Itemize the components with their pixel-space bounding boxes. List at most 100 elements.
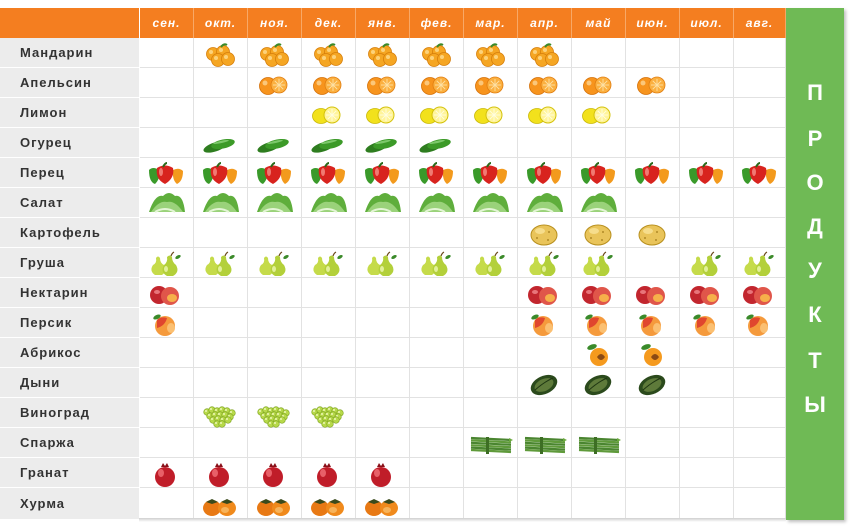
season-cell (356, 38, 410, 68)
season-cell (464, 308, 518, 338)
season-cell (626, 68, 680, 98)
season-cell (302, 218, 356, 248)
season-cell (464, 428, 518, 458)
season-cell (518, 68, 572, 98)
pepper-icon (310, 161, 345, 184)
season-cell (572, 368, 626, 398)
melon-icon (638, 374, 665, 395)
month-header: апр. (518, 8, 572, 38)
season-cell (356, 398, 410, 428)
season-cell (626, 338, 680, 368)
season-cell (194, 218, 248, 248)
orange-icon (366, 76, 395, 95)
season-cell (410, 98, 464, 128)
lettuce-icon (418, 192, 455, 213)
season-cell (356, 428, 410, 458)
season-cell (626, 188, 680, 218)
lettuce-icon (310, 192, 347, 213)
season-cell (248, 218, 302, 248)
season-cell (302, 248, 356, 278)
pear-icon (474, 250, 505, 276)
lettuce-icon (148, 192, 185, 213)
season-cell (356, 278, 410, 308)
cucumber-icon (419, 138, 451, 153)
month-header: мар. (464, 8, 518, 38)
season-cell (518, 158, 572, 188)
season-cell (518, 98, 572, 128)
month-header: фев. (410, 8, 464, 38)
season-cell (248, 338, 302, 368)
lemon-icon (473, 106, 502, 124)
pepper-icon (256, 161, 291, 184)
season-cell (302, 278, 356, 308)
season-cell (464, 38, 518, 68)
mandarin-icon (529, 42, 559, 67)
pomegranate-icon (262, 462, 283, 487)
orange-icon (528, 76, 557, 95)
mandarin-icon (475, 42, 505, 67)
pear-icon (582, 250, 613, 276)
season-cell (626, 98, 680, 128)
mandarin-icon (205, 42, 235, 67)
season-cell (464, 338, 518, 368)
apricot-icon (586, 343, 608, 366)
season-cell (194, 68, 248, 98)
season-cell (626, 308, 680, 338)
season-cell (302, 68, 356, 98)
pomegranate-icon (316, 462, 337, 487)
season-cell (410, 308, 464, 338)
peach-icon (584, 314, 607, 336)
orange-icon (258, 76, 287, 95)
pear-icon (420, 250, 451, 276)
pear-icon (743, 250, 774, 276)
season-cell (626, 368, 680, 398)
season-cell (410, 68, 464, 98)
pomegranate-icon (370, 462, 391, 487)
season-cell (140, 128, 194, 158)
season-cell (140, 308, 194, 338)
lettuce-icon (580, 192, 617, 213)
row-label: Картофель (0, 218, 139, 248)
season-cell (626, 278, 680, 308)
season-cell (410, 338, 464, 368)
season-cell (680, 38, 734, 68)
orange-icon (474, 76, 503, 95)
season-cell (248, 98, 302, 128)
side-title-letter: К (808, 302, 822, 327)
pear-icon (150, 250, 181, 276)
season-cell (356, 458, 410, 488)
pear-icon (312, 250, 343, 276)
season-cell (410, 428, 464, 458)
pepper-icon (418, 161, 453, 184)
season-cell (518, 458, 572, 488)
season-cell (356, 248, 410, 278)
lemon-icon (527, 106, 556, 124)
season-cell (356, 98, 410, 128)
season-cell (302, 128, 356, 158)
pear-icon (258, 250, 289, 276)
season-cell (248, 188, 302, 218)
season-cell (248, 278, 302, 308)
season-cell (680, 428, 734, 458)
mandarin-icon (313, 42, 343, 67)
row-label: Виноград (0, 398, 139, 428)
orange-icon (582, 76, 611, 95)
season-cell (572, 338, 626, 368)
orange-icon (312, 76, 341, 95)
pomegranate-icon (208, 462, 229, 487)
potato-icon (638, 224, 665, 245)
season-cell (518, 248, 572, 278)
season-cell (734, 278, 786, 308)
persimmon-icon (202, 498, 236, 516)
season-cell (356, 308, 410, 338)
row-label: Гранат (0, 458, 139, 488)
season-cell (356, 338, 410, 368)
season-cell (248, 68, 302, 98)
lettuce-icon (364, 192, 401, 213)
side-title-letter: Д (807, 214, 823, 239)
season-cell (680, 218, 734, 248)
season-cell (464, 128, 518, 158)
season-cell (140, 158, 194, 188)
season-cell (194, 158, 248, 188)
mandarin-icon (367, 42, 397, 67)
